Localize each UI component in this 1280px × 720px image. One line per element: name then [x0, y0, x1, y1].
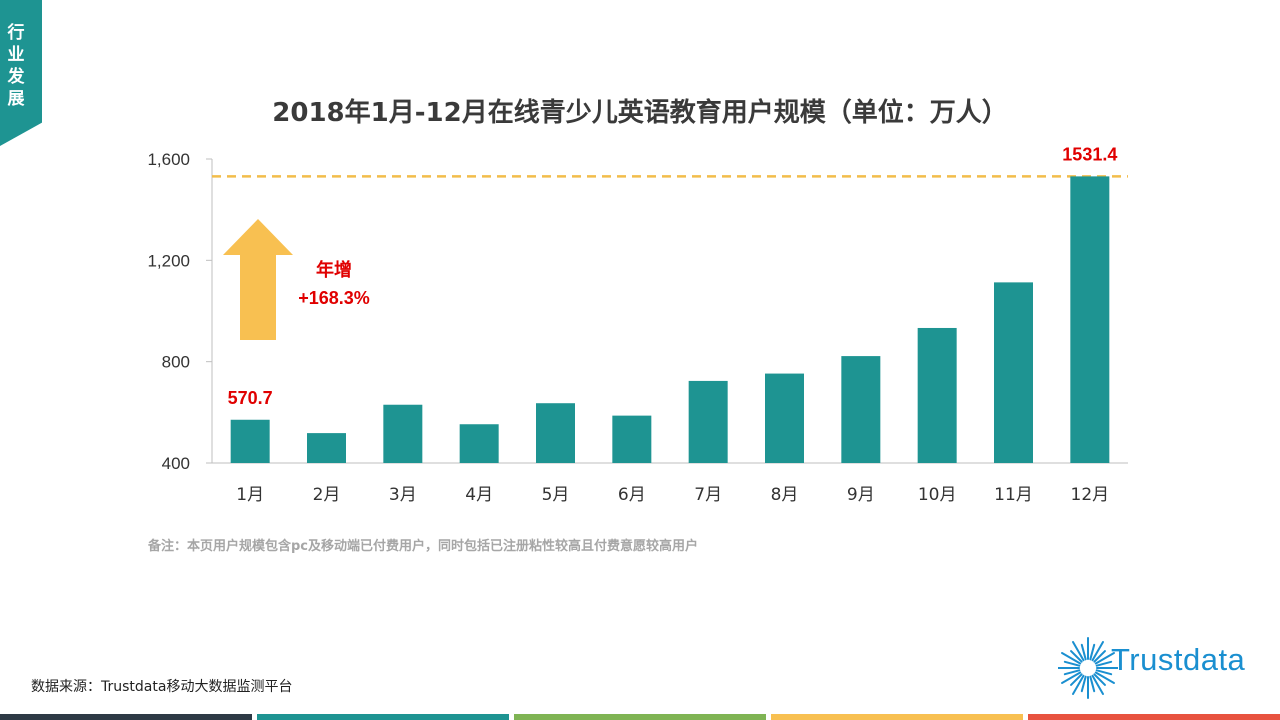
- chart-note: 备注：本页用户规模包含pc及移动端已付费用户，同时包括已注册粘性较高且付费意愿较…: [148, 539, 699, 554]
- bar: [765, 373, 804, 463]
- bar: [307, 433, 346, 463]
- data-label: 570.7: [228, 388, 273, 408]
- x-tick-label: 2月: [313, 485, 341, 505]
- x-tick-label: 7月: [694, 485, 722, 505]
- footer-color-segment: [257, 714, 509, 720]
- growth-annotation-label: 年增: [316, 259, 352, 281]
- bar: [459, 424, 499, 463]
- chart-title: 2018年1月-12月在线青少儿英语教育用户规模（单位：万人）: [272, 98, 1008, 128]
- trustdata-logo: Trustdata: [1057, 632, 1268, 704]
- bar: [1070, 176, 1110, 463]
- data-label: 1531.4: [1062, 144, 1117, 164]
- x-tick-label: 4月: [465, 485, 493, 505]
- data-source: 数据来源：Trustdata移动大数据监测平台: [31, 679, 293, 695]
- bar: [230, 419, 270, 463]
- section-tag-label: 行业发展: [7, 23, 25, 109]
- bar: [841, 356, 881, 463]
- growth-arrow-icon: [223, 219, 293, 340]
- bar: [917, 327, 957, 463]
- x-tick-label: 3月: [389, 485, 417, 505]
- footer-color-segment: [771, 714, 1023, 720]
- footer-color-bar: [0, 714, 1280, 720]
- growth-annotation-value: +168.3%: [298, 288, 370, 308]
- footer-color-segment: [1028, 714, 1280, 720]
- x-tick-label: 5月: [542, 485, 570, 505]
- x-tick-label: 9月: [847, 485, 875, 505]
- y-tick-label: 800: [162, 353, 190, 372]
- footer-color-segment: [0, 714, 252, 720]
- footer-color-segment: [514, 714, 766, 720]
- x-tick-label: 6月: [618, 485, 646, 505]
- bar: [994, 282, 1033, 463]
- bar: [536, 403, 575, 463]
- x-tick-label: 10月: [918, 485, 957, 505]
- logo-burst-icon: [1057, 637, 1119, 699]
- y-tick-label: 1,600: [147, 150, 190, 169]
- bar: [688, 380, 728, 463]
- bar: [612, 415, 652, 463]
- section-tag: 行业发展: [0, 0, 42, 146]
- x-tick-label: 1月: [236, 485, 264, 505]
- x-tick-label: 12月: [1071, 485, 1110, 505]
- logo-text: Trustdata: [1111, 642, 1246, 677]
- x-tick-label: 8月: [771, 485, 799, 505]
- x-tick-label: 11月: [994, 485, 1033, 505]
- bar: [383, 404, 423, 463]
- y-tick-label: 400: [162, 454, 190, 473]
- y-tick-label: 1,200: [147, 251, 190, 270]
